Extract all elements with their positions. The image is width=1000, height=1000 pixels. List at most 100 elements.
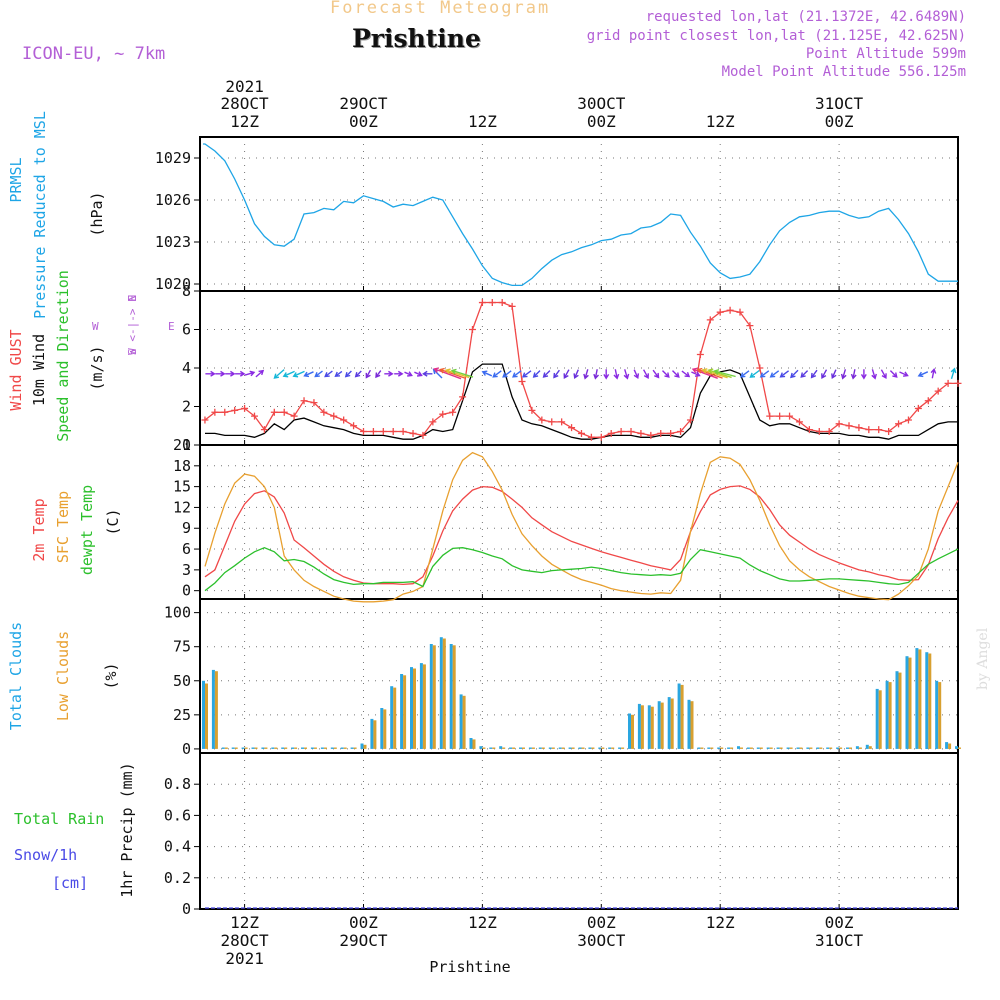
gust-marker: [459, 393, 467, 401]
y-tick-label: 0: [182, 740, 191, 758]
temp-2m-label: 2m Temp: [30, 498, 48, 561]
snow-unit-label: [cm]: [52, 874, 88, 892]
bottom-date-label: 28OCT: [221, 931, 270, 950]
low-cloud-bar: [551, 747, 555, 749]
wind-direction-arrow: [749, 369, 760, 378]
wind-direction-arrow: [394, 370, 404, 377]
y-tick-label: 1026: [155, 191, 191, 209]
total-cloud-bar: [241, 747, 245, 749]
wind-direction-arrow: [880, 369, 887, 379]
meteogram-title: Forecast Meteogram: [330, 0, 551, 18]
gust-marker: [686, 416, 694, 424]
pressure-line: [203, 143, 958, 287]
bottom-hour-label: 00Z: [825, 913, 854, 932]
gust-marker: [895, 420, 903, 428]
gust-marker: [419, 431, 427, 439]
low-cloud-bar: [958, 747, 961, 749]
total-cloud-bar: [221, 747, 225, 749]
low-cloud-bar: [522, 747, 525, 749]
gust-marker: [290, 412, 298, 420]
total-cloud-bar: [677, 683, 681, 749]
gust-marker: [904, 416, 912, 424]
gust-marker: [409, 429, 417, 437]
gust-marker: [568, 424, 576, 432]
total-cloud-bar: [826, 747, 830, 749]
low-cloud-bar: [918, 649, 922, 749]
low-cloud-bar: [720, 747, 724, 749]
gust-marker: [637, 429, 645, 437]
low-cloud-bar: [611, 747, 615, 749]
total-cloud-bar: [707, 747, 711, 749]
wind-direction-arrow: [354, 370, 362, 378]
y-tick-label: 75: [173, 638, 191, 656]
wind-direction-arrow: [205, 370, 216, 377]
gust-marker: [736, 308, 744, 316]
pressure-label: Pressure Reduced to MSL: [31, 111, 49, 319]
wind-direction-arrow: [282, 370, 295, 378]
total-cloud-bar: [558, 747, 562, 749]
gust-marker: [201, 416, 209, 424]
top-date-label: 28OCT: [221, 94, 270, 113]
gust-marker: [449, 408, 457, 416]
low-cloud-bar: [413, 668, 416, 749]
gust-marker: [786, 412, 794, 420]
low-cloud-bar: [640, 705, 644, 749]
prmsl-label: PRMSL: [7, 157, 25, 202]
bottom-hour-label: 12Z: [468, 913, 497, 932]
low-cloud-bar: [383, 709, 387, 749]
gust-marker: [498, 299, 506, 307]
wind-direction-arrow: [613, 369, 620, 380]
gust-marker: [756, 364, 764, 372]
wind-direction-arrow: [481, 370, 493, 377]
y-tick-label: 1023: [155, 233, 191, 251]
gust-marker: [795, 418, 803, 426]
top-hour-label: 00Z: [825, 112, 854, 131]
clouds-unit-label: (%): [102, 662, 120, 689]
gust-marker: [359, 428, 367, 436]
bottom-date-label: 31OCT: [815, 931, 864, 950]
total-cloud-bar: [202, 680, 205, 749]
total-cloud-bar: [429, 644, 433, 749]
wind-direction-arrow: [244, 370, 256, 377]
gust-marker: [835, 420, 843, 428]
footer-location: Prishtine: [429, 958, 510, 976]
gust-marker: [488, 299, 496, 307]
gust-marker: [468, 326, 476, 333]
wind-direction-arrow: [532, 370, 541, 378]
gust-marker: [518, 377, 526, 385]
y-tick-label: 1020: [155, 275, 191, 293]
bottom-date-label: 29OCT: [339, 931, 388, 950]
total-cloud-bar: [469, 738, 473, 749]
gust-marker: [280, 408, 288, 416]
low-cloud-bar: [244, 747, 248, 749]
wind-direction-arrow: [681, 370, 691, 378]
dewpoint-line: [204, 546, 959, 592]
low-cloud-bar: [363, 744, 367, 749]
wind-direction-arrow: [384, 370, 394, 377]
total-cloud-bar: [261, 747, 265, 749]
total-cloud-bar: [855, 746, 859, 749]
bottom-hour-label: 12Z: [230, 913, 259, 932]
gust-marker: [320, 408, 328, 416]
total-cloud-bar: [885, 680, 889, 749]
total-cloud-bar: [935, 680, 939, 749]
gust-marker: [914, 404, 922, 412]
gust-marker: [310, 399, 318, 407]
gust-marker: [577, 429, 585, 437]
total-cloud-bar: [796, 747, 800, 749]
low-cloud-bar: [740, 747, 743, 749]
gust-marker: [429, 418, 437, 426]
total-cloud-bar: [538, 747, 542, 749]
y-tick-label: 6: [182, 540, 191, 558]
snow-label: Snow/1h: [14, 846, 77, 864]
wind-direction-arrow: [542, 370, 551, 378]
total-cloud-bar: [310, 747, 314, 749]
low-cloud-bar: [234, 747, 238, 749]
wind-direction-arrow: [553, 369, 560, 379]
wind-direction-arrow: [840, 369, 847, 380]
low-cloud-bar: [353, 747, 357, 749]
wind-direction-arrow: [790, 369, 799, 379]
low-cloud-bar: [442, 638, 446, 749]
bottom-hour-label: 12Z: [706, 913, 735, 932]
total-cloud-bar: [548, 747, 552, 749]
